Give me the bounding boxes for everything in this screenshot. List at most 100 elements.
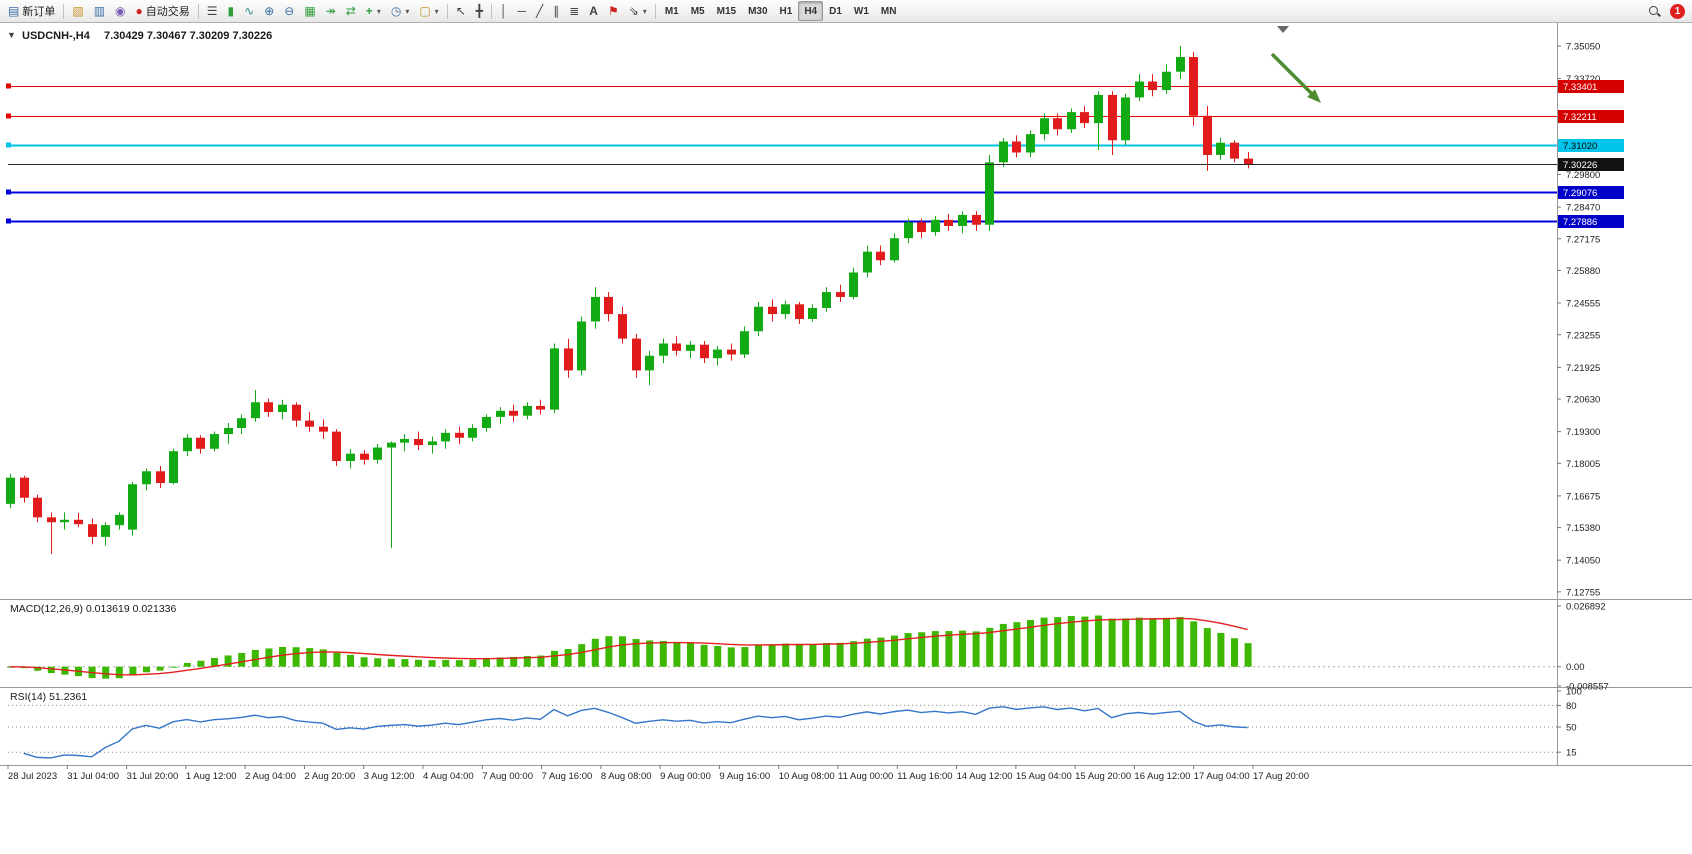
- line-anchor-handle[interactable]: [6, 83, 11, 89]
- trendline-button[interactable]: ╱: [531, 1, 548, 21]
- candle-body: [169, 451, 178, 484]
- macd-histogram-bar: [115, 666, 123, 679]
- search-button[interactable]: [1643, 1, 1666, 21]
- macd-histogram-bar: [863, 638, 871, 667]
- time-axis-label: 7 Aug 16:00: [542, 771, 593, 782]
- price-level-badge-label: 7.32211: [1563, 112, 1597, 123]
- vertical-line-button[interactable]: │: [495, 1, 513, 21]
- one-click-trading-toggle-icon[interactable]: ▼: [7, 30, 16, 40]
- timeframe-m1-button[interactable]: M1: [659, 1, 685, 21]
- timeframe-m30-button[interactable]: M30: [742, 1, 773, 21]
- time-axis-label: 2 Aug 04:00: [245, 771, 296, 782]
- new-order-button[interactable]: ▤ 新订单: [3, 1, 60, 21]
- bar-chart-button[interactable]: ☰: [202, 1, 223, 21]
- macd-histogram-bar: [1149, 618, 1157, 667]
- chart-window[interactable]: 7.35050 7.33720 7.29800 7.28470 7.27175 7.258…: [0, 23, 1692, 854]
- timeframe-mn-button[interactable]: MN: [875, 1, 903, 21]
- price-chart-canvas[interactable]: 7.35050 7.33720 7.29800 7.28470 7.27175 7.258…: [0, 23, 1692, 854]
- candlestick-chart-button[interactable]: ▮: [223, 1, 240, 21]
- time-axis-label: 8 Aug 08:00: [601, 771, 652, 782]
- market-watch-button[interactable]: ▥: [89, 1, 110, 21]
- timeframe-menu-button[interactable]: ◷ ▾: [386, 1, 415, 21]
- candle-body: [1189, 57, 1198, 116]
- label-tool-button[interactable]: ⚑: [603, 1, 624, 21]
- candle-body: [1067, 112, 1076, 130]
- line-anchor-handle[interactable]: [6, 189, 11, 195]
- chevron-down-icon: ▾: [642, 6, 647, 16]
- timeframe-d1-button[interactable]: D1: [823, 1, 848, 21]
- auto-trading-button[interactable]: ● 自动交易: [131, 1, 195, 21]
- crosshair-button[interactable]: ╋: [471, 1, 488, 21]
- vertical-line-icon: │: [499, 4, 508, 18]
- arrow-tools-button[interactable]: ⇘ ▾: [624, 1, 652, 21]
- chart-shift-button[interactable]: ⇄: [341, 1, 361, 21]
- line-anchor-handle[interactable]: [6, 113, 11, 119]
- candle-body: [128, 484, 137, 530]
- auto-scroll-button[interactable]: ↠: [321, 1, 341, 21]
- candle-body: [768, 306, 777, 315]
- line-chart-button[interactable]: ∿: [239, 1, 259, 21]
- time-axis-label: 3 Aug 12:00: [364, 771, 415, 782]
- macd-histogram-bar: [333, 652, 341, 667]
- price-level-badge: [1558, 186, 1624, 199]
- zoom-out-button[interactable]: ⊖: [279, 1, 299, 21]
- macd-histogram-bar: [510, 656, 518, 667]
- template-button[interactable]: ▢ ▾: [414, 1, 443, 21]
- line-anchor-handle[interactable]: [6, 142, 11, 148]
- candle-body: [550, 348, 559, 410]
- candle-body: [659, 343, 668, 356]
- navigator-button[interactable]: ◉: [110, 1, 130, 21]
- text-tool-button[interactable]: A: [584, 1, 603, 21]
- annotation-arrow-head[interactable]: [1307, 89, 1321, 103]
- annotation-arrow-shaft[interactable]: [1270, 52, 1316, 98]
- notification-badge[interactable]: 1: [1670, 3, 1685, 19]
- candle-body: [591, 296, 600, 322]
- macd-histogram-bar: [659, 640, 667, 667]
- tile-windows-button[interactable]: ▦: [299, 1, 320, 21]
- macd-histogram-bar: [415, 659, 422, 667]
- market-watch-icon: ▥: [93, 4, 106, 18]
- timeframe-w1-button[interactable]: W1: [848, 1, 875, 21]
- candle-body: [713, 349, 722, 359]
- candle-body: [999, 141, 1008, 163]
- macd-histogram-bar: [401, 659, 409, 667]
- candle-body: [373, 447, 382, 460]
- price-level-badge: [1558, 80, 1624, 93]
- candle-body: [795, 304, 804, 319]
- macd-histogram-bar: [224, 655, 232, 667]
- macd-histogram-bar: [1244, 643, 1252, 667]
- channel-button[interactable]: ∥: [548, 1, 564, 21]
- timeframe-m15-button[interactable]: M15: [711, 1, 742, 21]
- indicators-button[interactable]: + ▾: [361, 1, 386, 21]
- chart-shift-marker[interactable]: [1277, 26, 1289, 33]
- cursor-button[interactable]: ↖: [451, 1, 471, 21]
- macd-histogram-bar: [1163, 617, 1170, 667]
- cursor-icon: ↖: [455, 4, 466, 18]
- macd-histogram-bar: [782, 643, 790, 667]
- candle-body: [441, 432, 450, 442]
- price-level-badge: [1558, 110, 1624, 123]
- zoom-in-button[interactable]: ⊕: [259, 1, 279, 21]
- fibonacci-button[interactable]: ≣: [564, 1, 584, 21]
- candle-body: [1108, 94, 1117, 141]
- timeframe-h4-button[interactable]: H4: [798, 1, 824, 21]
- timeframe-h1-button[interactable]: H1: [774, 1, 799, 21]
- macd-histogram-bar: [578, 644, 586, 667]
- candle-body: [1012, 141, 1021, 153]
- crosshair-icon: ╋: [475, 4, 483, 18]
- auto-trading-icon: ●: [135, 4, 143, 18]
- line-anchor-handle[interactable]: [6, 218, 11, 224]
- macd-histogram-bar: [931, 631, 939, 667]
- candle-body: [468, 427, 477, 438]
- timeframe-m5-button[interactable]: M5: [685, 1, 711, 21]
- macd-histogram-bar: [700, 644, 708, 667]
- candle-body: [196, 437, 205, 449]
- candle-body: [400, 438, 409, 443]
- candle-body: [496, 410, 505, 417]
- auto-scroll-icon: ↠: [325, 4, 336, 18]
- price-level-badge-label: 7.29076: [1563, 188, 1597, 199]
- profiles-button[interactable]: ▧: [67, 1, 88, 21]
- price-axis-label: 7.12755: [1566, 587, 1600, 598]
- horizontal-line-button[interactable]: ─: [512, 1, 531, 21]
- line-chart-icon: ∿: [244, 4, 255, 18]
